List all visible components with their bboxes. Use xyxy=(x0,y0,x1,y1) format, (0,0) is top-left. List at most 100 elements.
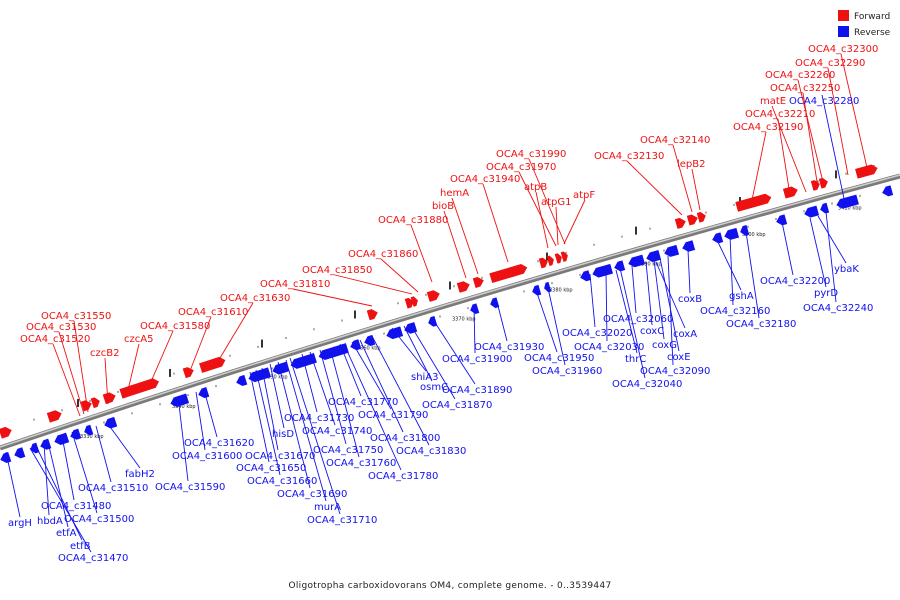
gene-label: czcB2 xyxy=(90,348,119,359)
forward-gene-arrow[interactable] xyxy=(674,217,687,229)
forward-gene-arrow[interactable] xyxy=(410,295,420,307)
reverse-gene-arrow[interactable] xyxy=(803,205,820,219)
gene-leader-line xyxy=(52,343,81,417)
reverse-gene-arrow[interactable] xyxy=(835,194,859,210)
gene-label: OCA4_c32030 xyxy=(574,342,644,353)
forward-gene-arrow[interactable] xyxy=(46,409,63,423)
reverse-gene-arrow[interactable] xyxy=(247,367,271,383)
gene-leader-line xyxy=(277,361,311,489)
gene-label: OCA4_c32130 xyxy=(594,151,664,162)
gene-label: OCA4_c31480 xyxy=(41,501,111,512)
gene-label: shiA3 xyxy=(411,372,439,383)
reverse-gene-arrow[interactable] xyxy=(427,315,438,328)
forward-gene-arrow[interactable] xyxy=(456,280,471,293)
gene-label: OCA4_c32280 xyxy=(789,96,859,107)
reverse-gene-arrow[interactable] xyxy=(169,393,190,409)
reverse-gene-arrow[interactable] xyxy=(39,438,52,452)
kbp-label: 3340 kbp xyxy=(172,404,196,410)
reverse-gene-arrow[interactable] xyxy=(385,326,404,340)
gene-label: coxG xyxy=(652,340,677,351)
forward-gene-arrow[interactable] xyxy=(90,396,102,409)
reverse-gene-arrow[interactable] xyxy=(489,297,500,309)
gene-label: OCA4_c31610 xyxy=(178,307,248,318)
reverse-gene-arrow[interactable] xyxy=(775,214,788,226)
gene-label: OCA4_c31600 xyxy=(172,451,242,462)
forward-gene-arrow[interactable] xyxy=(0,425,13,439)
reverse-gene-arrow[interactable] xyxy=(235,374,248,388)
gene-leader-line xyxy=(371,335,430,446)
reverse-gene-arrow[interactable] xyxy=(645,249,662,263)
gene-label: OCA4_c31930 xyxy=(474,342,544,353)
reverse-gene-arrow[interactable] xyxy=(29,442,40,455)
forward-gene-arrow[interactable] xyxy=(554,252,564,264)
reverse-gene-arrow[interactable] xyxy=(69,428,82,442)
reverse-gene-arrow[interactable] xyxy=(0,451,12,465)
reverse-gene-arrow[interactable] xyxy=(349,339,362,352)
forward-gene-arrow[interactable] xyxy=(404,297,416,309)
reverse-gene-arrow[interactable] xyxy=(663,244,680,258)
forward-gene-arrow[interactable] xyxy=(696,211,707,223)
reverse-gene-arrow[interactable] xyxy=(531,284,542,297)
reverse-gene-arrow[interactable] xyxy=(627,254,646,269)
gene-leader-line xyxy=(535,191,549,249)
gene-leader-line xyxy=(547,287,566,366)
gene-label: OCA4_c31510 xyxy=(78,483,148,494)
gene-leader-line xyxy=(403,325,433,382)
gene-label: OCA4_c31750 xyxy=(313,445,383,456)
forward-gene-arrow[interactable] xyxy=(855,163,879,179)
gene-label: OCA4_c31670 xyxy=(245,451,315,462)
reverse-gene-arrow[interactable] xyxy=(681,240,696,253)
forward-gene-arrow[interactable] xyxy=(472,276,485,288)
forward-gene-arrow[interactable] xyxy=(366,308,379,321)
kbp-label: 3350 kbp xyxy=(264,375,288,381)
gene-leader-line xyxy=(563,199,586,245)
gene-label: OCA4_c31880 xyxy=(378,215,448,226)
reverse-gene-arrow[interactable] xyxy=(591,263,613,279)
reverse-gene-arrow[interactable] xyxy=(819,202,830,215)
gene-label: coxB xyxy=(678,294,702,305)
gene-leader-line xyxy=(653,259,665,340)
forward-gene-arrow[interactable] xyxy=(119,377,160,399)
forward-gene-arrow[interactable] xyxy=(199,355,227,373)
gene-leader-line xyxy=(771,105,807,193)
gene-leader-line xyxy=(301,353,318,413)
forward-gene-arrow[interactable] xyxy=(818,177,829,189)
gene-leader-line xyxy=(309,351,336,426)
reverse-gene-arrow[interactable] xyxy=(613,260,626,272)
reverse-gene-arrow[interactable] xyxy=(711,232,724,244)
forward-gene-arrow[interactable] xyxy=(538,257,550,269)
forward-gene-arrow[interactable] xyxy=(686,213,699,226)
gene-label: coxA xyxy=(673,329,697,340)
forward-gene-arrow[interactable] xyxy=(102,391,118,405)
reverse-gene-arrow[interactable] xyxy=(579,270,592,282)
forward-gene-arrow[interactable] xyxy=(426,289,441,302)
gene-label: OCA4_c31950 xyxy=(524,353,594,364)
gene-label: OCA4_c32180 xyxy=(726,319,796,330)
forward-gene-arrow[interactable] xyxy=(182,366,196,379)
gene-leader-line xyxy=(555,206,559,246)
reverse-gene-arrow[interactable] xyxy=(469,303,480,315)
gene-label: OCA4_c31550 xyxy=(41,311,111,322)
reverse-gene-arrow[interactable] xyxy=(881,185,894,197)
reverse-gene-arrow[interactable] xyxy=(271,361,290,376)
forward-gene-arrow[interactable] xyxy=(489,263,528,284)
gene-label: pyrD xyxy=(814,288,838,299)
gene-label: OCA4_c32290 xyxy=(795,58,865,69)
forward-gene-arrow[interactable] xyxy=(735,192,772,212)
reverse-gene-arrow[interactable] xyxy=(197,387,210,400)
forward-gene-arrow[interactable] xyxy=(782,185,799,199)
reverse-gene-arrow[interactable] xyxy=(13,447,26,460)
gene-leader-line xyxy=(409,323,456,400)
forward-gene-arrow[interactable] xyxy=(80,399,94,412)
forward-gene-arrow[interactable] xyxy=(560,251,570,262)
gene-label: OCA4_c31580 xyxy=(140,321,210,332)
reverse-gene-arrow[interactable] xyxy=(723,227,740,241)
gene-leader-line xyxy=(655,261,686,329)
forward-gene-arrow[interactable] xyxy=(546,255,556,267)
reverse-gene-arrow[interactable] xyxy=(739,225,750,237)
gene-label: OCA4_c31800 xyxy=(370,433,440,444)
reverse-gene-arrow[interactable] xyxy=(53,432,70,447)
reverse-gene-arrow[interactable] xyxy=(543,281,552,293)
reverse-gene-arrow[interactable] xyxy=(103,416,118,430)
reverse-gene-arrow[interactable] xyxy=(83,424,94,437)
